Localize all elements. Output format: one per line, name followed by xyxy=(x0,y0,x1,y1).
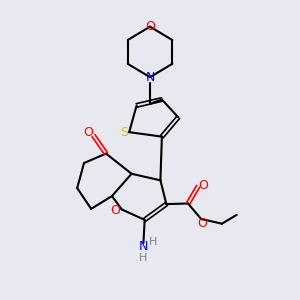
Text: N: N xyxy=(145,71,155,84)
Text: H: H xyxy=(149,237,157,247)
Text: O: O xyxy=(110,204,120,218)
Text: O: O xyxy=(198,179,208,192)
Text: S: S xyxy=(120,126,128,139)
Text: H: H xyxy=(139,253,148,263)
Text: O: O xyxy=(198,217,208,230)
Text: N: N xyxy=(139,240,148,253)
Text: O: O xyxy=(145,20,155,33)
Text: O: O xyxy=(83,126,93,139)
